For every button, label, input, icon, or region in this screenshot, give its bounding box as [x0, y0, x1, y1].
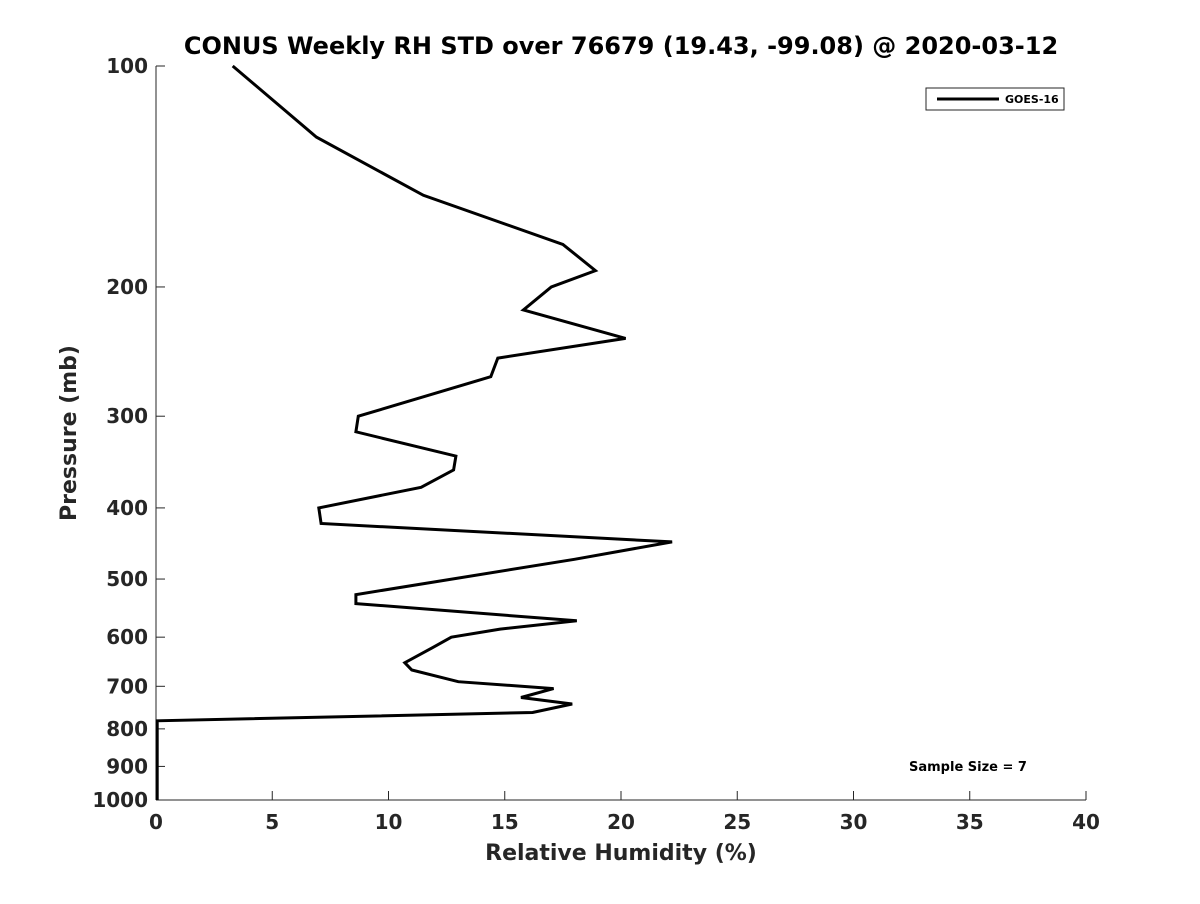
y-tick-label: 100	[106, 54, 148, 78]
legend: GOES-16	[925, 87, 1065, 111]
chart-title: CONUS Weekly RH STD over 76679 (19.43, -…	[184, 32, 1058, 60]
series-layer	[155, 64, 673, 800]
sample-size-annotation: Sample Size = 7	[909, 760, 1027, 775]
x-tick-label: 5	[265, 810, 279, 834]
x-tick-label: 40	[1072, 810, 1100, 834]
x-ticks: 0 5 10 15 20 25 30 35 40	[149, 791, 1100, 834]
y-tick-label: 600	[106, 625, 148, 649]
x-tick-label: 20	[607, 810, 635, 834]
x-axis-label: Relative Humidity (%)	[485, 841, 757, 866]
y-tick-label: 900	[106, 754, 148, 778]
y-tick-label: 400	[106, 496, 148, 520]
series-line-goes-16	[155, 64, 673, 800]
x-tick-label: 25	[723, 810, 751, 834]
x-tick-label: 30	[840, 810, 868, 834]
x-tick-label: 35	[956, 810, 984, 834]
y-ticks: 100 200 300 400 500 600 700 800 900 1000	[92, 54, 165, 812]
x-tick-label: 0	[149, 810, 163, 834]
y-tick-label: 1000	[92, 788, 148, 812]
y-tick-label: 800	[106, 717, 148, 741]
x-tick-label: 15	[491, 810, 519, 834]
y-axis-label: Pressure (mb)	[57, 345, 82, 521]
y-tick-label: 200	[106, 275, 148, 299]
y-tick-label: 500	[106, 567, 148, 591]
y-tick-label: 700	[106, 674, 148, 698]
y-tick-label: 300	[106, 404, 148, 428]
x-tick-label: 10	[375, 810, 403, 834]
legend-label-goes-16: GOES-16	[1005, 93, 1059, 106]
